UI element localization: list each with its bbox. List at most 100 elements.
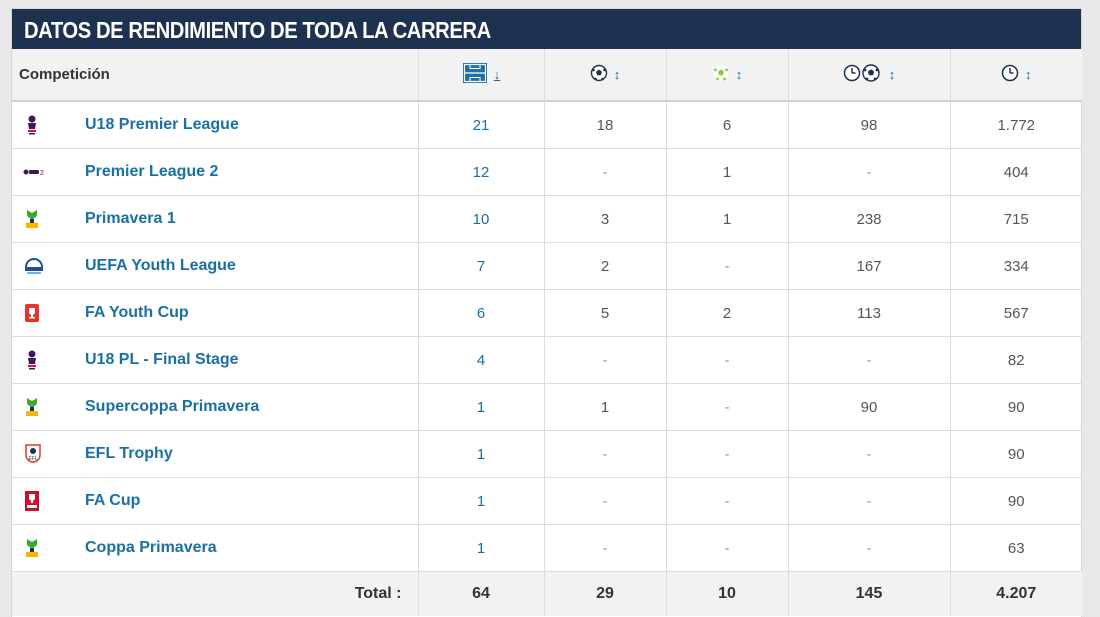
- minutes-cell: 90: [950, 430, 1082, 478]
- table-row: FA Youth Cup 6 5 2 113 567: [12, 289, 1082, 337]
- competition-link[interactable]: U18 PL - Final Stage: [85, 351, 239, 368]
- goals-cell: -: [544, 148, 667, 196]
- minutes-per-goal-cell: 90: [788, 383, 951, 431]
- goals-cell: -: [544, 477, 667, 525]
- appearances-cell: 1: [418, 524, 545, 572]
- competition-link[interactable]: UEFA Youth League: [85, 257, 236, 274]
- minutes-header[interactable]: ↕: [950, 49, 1082, 102]
- svg-text:EFL: EFL: [29, 456, 38, 462]
- appearances-cell: 6: [418, 289, 545, 337]
- total-goals: 29: [544, 571, 667, 616]
- table-row: UEFA Youth League 7 2-167 334: [12, 242, 1082, 290]
- minutes-cell: 63: [950, 524, 1082, 572]
- minutes-cell: 1.772: [950, 101, 1082, 149]
- fa-cup-logo[interactable]: [23, 490, 41, 512]
- minutes-per-goal-cell: -: [788, 477, 951, 525]
- clock-icon: [1001, 64, 1019, 86]
- appearances-link[interactable]: 4: [476, 351, 486, 369]
- primavera-logo[interactable]: [23, 208, 41, 230]
- competition-link[interactable]: Coppa Primavera: [85, 539, 217, 556]
- appearances-cell: 4: [418, 336, 545, 384]
- appearances-link[interactable]: 1: [476, 445, 486, 463]
- section-title: DATOS DE RENDIMIENTO DE TODA LA CARRERA: [12, 9, 1081, 49]
- primavera-logo[interactable]: [23, 537, 41, 559]
- competition-cell: Coppa Primavera: [12, 524, 419, 572]
- minutes-per-goal-cell: 238: [788, 195, 951, 243]
- minutes-per-goal-cell: -: [788, 336, 951, 384]
- minutes-per-goal-cell: 113: [788, 289, 951, 337]
- appearances-cell: 21: [418, 101, 545, 149]
- total-minutes-per-goal: 145: [788, 571, 951, 616]
- appearances-link[interactable]: 1: [476, 398, 486, 416]
- minutes-per-goal-cell: -: [788, 430, 951, 478]
- stats-table: Competición ↓ ↕ ↕: [12, 49, 1082, 616]
- appearances-cell: 1: [418, 383, 545, 431]
- competition-header: Competición: [12, 49, 419, 102]
- minutes-cell: 404: [950, 148, 1082, 196]
- competition-cell: FA Cup: [12, 477, 419, 525]
- minutes-cell: 90: [950, 383, 1082, 431]
- competition-cell: Primavera 1: [12, 195, 419, 243]
- table-row: Coppa Primavera 1- - -63: [12, 524, 1082, 572]
- goals-cell: 1: [544, 383, 667, 431]
- appearances-link[interactable]: 1: [476, 492, 486, 510]
- competition-link[interactable]: Supercoppa Primavera: [85, 398, 260, 415]
- appearances-link[interactable]: 21: [472, 116, 490, 134]
- appearances-link[interactable]: 6: [476, 304, 486, 322]
- goals-cell: -: [544, 336, 667, 384]
- appearances-cell: 1: [418, 477, 545, 525]
- total-label: Total :: [12, 571, 419, 616]
- goals-cell: -: [544, 430, 667, 478]
- total-apps: 64: [418, 571, 545, 616]
- assists-cell: 2: [666, 289, 789, 337]
- assists-cell: -: [666, 524, 789, 572]
- sort-icon: ↕: [888, 67, 896, 82]
- competition-link[interactable]: Premier League 2: [85, 163, 219, 180]
- total-minutes: 4.207: [950, 571, 1082, 616]
- competition-cell: EFL EFL Trophy: [12, 430, 419, 478]
- competition-cell: UEFA Youth League: [12, 242, 419, 290]
- appearances-cell: 10: [418, 195, 545, 243]
- svg-text:2: 2: [40, 170, 44, 177]
- assists-cell: -: [666, 242, 789, 290]
- table-row: Primavera 1 10 3 1 238 715: [12, 195, 1082, 243]
- competition-link[interactable]: FA Youth Cup: [85, 304, 189, 321]
- appearances-cell: 1: [418, 430, 545, 478]
- competition-link[interactable]: Primavera 1: [85, 210, 176, 227]
- appearances-link[interactable]: 12: [472, 163, 490, 181]
- clock-ball-icon: [843, 63, 883, 87]
- sort-desc-icon: ↓: [493, 67, 501, 82]
- table-row: Supercoppa Primavera 1 1-90 90: [12, 383, 1082, 431]
- competition-link[interactable]: EFL Trophy: [85, 445, 173, 462]
- appearances-link[interactable]: 10: [472, 210, 490, 228]
- sort-icon: ↕: [1025, 67, 1032, 82]
- competition-link[interactable]: FA Cup: [85, 492, 141, 509]
- goals-cell: 3: [544, 195, 667, 243]
- appearances-link[interactable]: 7: [476, 257, 486, 275]
- competition-cell: U18 PL - Final Stage: [12, 336, 419, 384]
- efl-trophy-logo[interactable]: EFL: [23, 443, 41, 465]
- table-header-row: Competición ↓ ↕ ↕: [12, 49, 1082, 102]
- minutes-cell: 715: [950, 195, 1082, 243]
- assists-header[interactable]: ↕: [666, 49, 789, 102]
- goals-cell: 5: [544, 289, 667, 337]
- table-row: FA Cup 1- - -90: [12, 477, 1082, 525]
- career-stats-box: DATOS DE RENDIMIENTO DE TODA LA CARRERA …: [11, 8, 1082, 617]
- competition-link[interactable]: U18 Premier League: [85, 116, 239, 133]
- appearances-link[interactable]: 1: [476, 539, 486, 557]
- assists-cell: 1: [666, 195, 789, 243]
- assists-cell: -: [666, 477, 789, 525]
- appearances-header[interactable]: ↓: [418, 49, 545, 102]
- sort-icon: ↕: [613, 67, 621, 82]
- minutes-cell: 334: [950, 242, 1082, 290]
- uefa-youth-league-logo[interactable]: [23, 255, 43, 277]
- goals-header[interactable]: ↕: [544, 49, 667, 102]
- premier-league-2-logo[interactable]: 2: [23, 161, 44, 183]
- premier-league-logo[interactable]: [23, 349, 41, 371]
- primavera-logo[interactable]: [23, 396, 41, 418]
- fa-youth-cup-logo[interactable]: [23, 302, 41, 324]
- minutes-per-goal-header[interactable]: ↕: [788, 49, 951, 102]
- ball-icon: [590, 64, 608, 86]
- minutes-per-goal-cell: 167: [788, 242, 951, 290]
- premier-league-logo[interactable]: [23, 114, 41, 136]
